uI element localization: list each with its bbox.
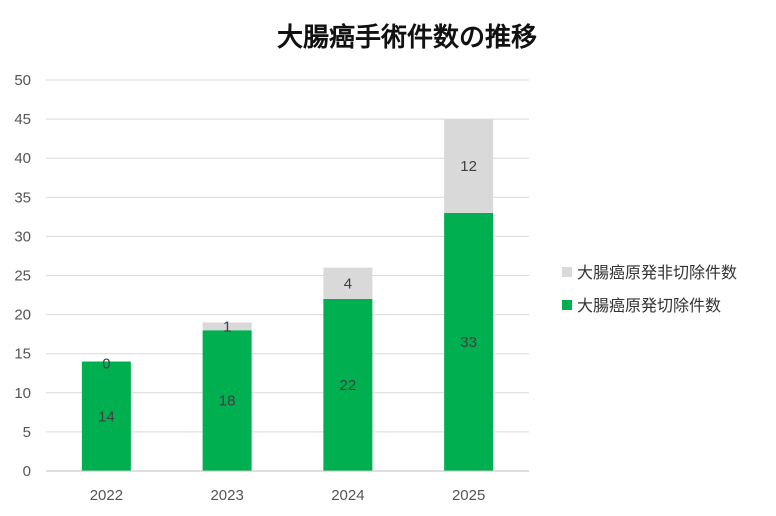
data-label: 12 xyxy=(460,158,477,175)
data-label: 18 xyxy=(219,393,236,410)
legend-label: 大腸癌原発非切除件数 xyxy=(577,263,737,282)
data-label: 14 xyxy=(98,408,115,425)
x-tick-label: 2025 xyxy=(452,487,485,504)
y-tick-label: 40 xyxy=(14,150,31,167)
y-tick-label: 35 xyxy=(14,189,31,206)
legend-swatch xyxy=(562,267,572,277)
legend-label: 大腸癌原発切除件数 xyxy=(577,296,721,315)
y-tick-label: 20 xyxy=(14,307,31,324)
y-tick-label: 30 xyxy=(14,228,31,245)
x-tick-label: 2022 xyxy=(90,487,123,504)
y-tick-label: 50 xyxy=(14,72,31,89)
x-tick-label: 2024 xyxy=(331,487,364,504)
y-tick-label: 15 xyxy=(14,346,31,363)
data-label: 0 xyxy=(102,356,110,373)
bar-2022-resected xyxy=(81,361,131,471)
data-label: 33 xyxy=(460,334,477,351)
chart-title: 大腸癌手術件数の推移 xyxy=(277,22,537,53)
data-label: 1 xyxy=(223,318,231,335)
x-axis: 2022 2023 2024 2025 xyxy=(46,470,529,504)
y-tick-label: 25 xyxy=(14,268,31,285)
bar-2023-resected xyxy=(202,330,252,471)
y-tick-label: 5 xyxy=(23,424,31,441)
data-label: 4 xyxy=(344,275,352,292)
x-tick-label: 2023 xyxy=(210,487,243,504)
y-tick-label: 45 xyxy=(14,111,31,128)
bar-2025-non-resected xyxy=(444,119,494,213)
y-tick-label: 0 xyxy=(23,463,31,480)
y-tick-label: 10 xyxy=(14,385,31,402)
bar-2025-resected xyxy=(444,212,494,471)
y-axis: 0 5 10 15 20 25 30 35 40 45 50 xyxy=(14,72,31,480)
bar-2023-non-resected xyxy=(202,322,252,331)
legend-swatch xyxy=(562,300,572,310)
bar-2024-non-resected xyxy=(323,267,373,299)
data-label: 22 xyxy=(340,377,357,394)
bars: 14 0 18 1 22 4 33 12 xyxy=(81,119,494,471)
bar-2024-resected xyxy=(323,298,373,471)
